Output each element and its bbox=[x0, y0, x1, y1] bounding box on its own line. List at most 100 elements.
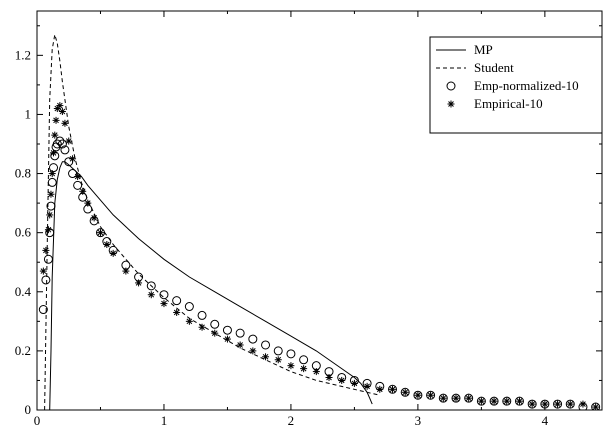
data-point-empirical-10 bbox=[61, 119, 69, 127]
data-point-empirical-10 bbox=[401, 388, 409, 396]
data-point-emp-normalized-10 bbox=[60, 145, 70, 155]
data-point-emp-normalized-10 bbox=[565, 399, 575, 409]
data-point-empirical-10 bbox=[185, 317, 193, 325]
y-tick-label: 0.8 bbox=[15, 166, 31, 181]
data-point-empirical-10 bbox=[249, 347, 257, 355]
data-point-empirical-10 bbox=[389, 385, 397, 393]
data-point-empirical-10 bbox=[109, 249, 117, 257]
data-point-emp-normalized-10 bbox=[438, 393, 448, 403]
legend-item-emp-normalized-10: Emp-normalized-10 bbox=[446, 78, 579, 93]
x-tick-label: 0 bbox=[34, 413, 41, 428]
data-point-empirical-10 bbox=[147, 291, 155, 299]
plot-area bbox=[36, 10, 603, 411]
data-point-empirical-10 bbox=[592, 403, 600, 410]
data-point-emp-normalized-10 bbox=[553, 399, 563, 409]
data-point-emp-normalized-10 bbox=[413, 390, 423, 400]
data-point-empirical-10 bbox=[427, 391, 435, 399]
data-point-empirical-10 bbox=[414, 391, 422, 399]
legend: MP Student Emp-normalized-10 Empirical-10 bbox=[429, 36, 603, 134]
data-point-empirical-10 bbox=[300, 365, 308, 373]
data-point-emp-normalized-10 bbox=[400, 387, 410, 397]
data-point-empirical-10 bbox=[69, 155, 77, 163]
data-point-emp-normalized-10 bbox=[248, 334, 258, 344]
data-point-emp-normalized-10 bbox=[73, 180, 83, 190]
data-point-empirical-10 bbox=[465, 394, 473, 402]
data-point-empirical-10 bbox=[363, 382, 371, 390]
data-point-empirical-10 bbox=[223, 335, 231, 343]
legend-label-emp-normalized-10: Emp-normalized-10 bbox=[474, 78, 579, 93]
legend-box bbox=[429, 36, 603, 134]
data-point-emp-normalized-10 bbox=[146, 281, 156, 291]
data-point-emp-normalized-10 bbox=[38, 305, 48, 315]
data-point-empirical-10 bbox=[477, 397, 485, 405]
data-point-emp-normalized-10 bbox=[591, 402, 601, 410]
data-point-emp-normalized-10 bbox=[49, 163, 59, 173]
data-point-empirical-10 bbox=[50, 149, 58, 157]
data-point-empirical-10 bbox=[52, 116, 60, 124]
data-point-empirical-10 bbox=[274, 356, 282, 364]
y-tick-label: 0.6 bbox=[15, 225, 32, 240]
data-point-empirical-10 bbox=[51, 131, 59, 139]
x-tick-label: 2 bbox=[288, 413, 295, 428]
data-point-empirical-10 bbox=[56, 102, 64, 110]
data-point-empirical-10 bbox=[236, 341, 244, 349]
data-point-empirical-10 bbox=[579, 400, 587, 408]
data-point-emp-normalized-10 bbox=[68, 169, 78, 179]
data-point-empirical-10 bbox=[74, 173, 82, 181]
x-tick-label: 1 bbox=[161, 413, 168, 428]
data-point-emp-normalized-10 bbox=[299, 355, 309, 365]
legend-label-student: Student bbox=[474, 60, 514, 75]
data-point-emp-normalized-10 bbox=[502, 396, 512, 406]
y-tick-label: 0.2 bbox=[15, 343, 31, 358]
data-point-empirical-10 bbox=[84, 199, 92, 207]
data-point-empirical-10 bbox=[39, 267, 47, 275]
axes-layer: 0 1 2 3 4 0 0.2 0.4 0.6 0.8 1 1.2 bbox=[15, 11, 602, 428]
data-point-empirical-10 bbox=[135, 279, 143, 287]
data-point-emp-normalized-10 bbox=[514, 396, 524, 406]
plot-frame bbox=[36, 10, 603, 411]
data-point-empirical-10 bbox=[79, 187, 87, 195]
data-point-empirical-10 bbox=[554, 400, 562, 408]
data-point-empirical-10 bbox=[350, 379, 358, 387]
data-point-empirical-10 bbox=[90, 214, 98, 222]
legend-label-empirical-10: Empirical-10 bbox=[474, 96, 543, 111]
data-point-emp-normalized-10 bbox=[388, 384, 398, 394]
data-point-empirical-10 bbox=[566, 400, 574, 408]
data-point-empirical-10 bbox=[452, 394, 460, 402]
y-tick-label: 1.2 bbox=[15, 47, 31, 62]
data-point-empirical-10 bbox=[58, 107, 66, 115]
x-tick-label: 4 bbox=[542, 413, 549, 428]
data-point-emp-normalized-10 bbox=[235, 328, 245, 338]
series-student bbox=[44, 34, 380, 410]
data-point-empirical-10 bbox=[122, 267, 130, 275]
data-point-empirical-10 bbox=[490, 397, 498, 405]
data-point-emp-normalized-10 bbox=[197, 310, 207, 320]
data-point-empirical-10 bbox=[515, 397, 523, 405]
data-point-empirical-10 bbox=[528, 400, 536, 408]
series-line-mp bbox=[49, 161, 373, 410]
data-point-emp-normalized-10 bbox=[426, 390, 436, 400]
data-point-empirical-10 bbox=[160, 300, 168, 308]
legend-swatch-emp-normalized-10 bbox=[446, 81, 456, 91]
data-point-emp-normalized-10 bbox=[527, 399, 537, 409]
x-tick-label: 3 bbox=[415, 413, 422, 428]
data-point-empirical-10 bbox=[48, 170, 56, 178]
data-point-emp-normalized-10 bbox=[464, 393, 474, 403]
data-point-empirical-10 bbox=[96, 229, 104, 237]
data-point-emp-normalized-10 bbox=[95, 228, 105, 238]
series-empirical-10 bbox=[39, 102, 600, 410]
data-point-emp-normalized-10 bbox=[451, 393, 461, 403]
data-point-empirical-10 bbox=[65, 137, 73, 145]
data-point-empirical-10 bbox=[47, 190, 55, 198]
series-emp-normalized-10 bbox=[38, 136, 601, 410]
data-point-empirical-10 bbox=[287, 362, 295, 370]
data-point-emp-normalized-10 bbox=[210, 319, 220, 329]
series-mp bbox=[49, 161, 373, 410]
data-point-empirical-10 bbox=[44, 226, 52, 234]
legend-item-student: Student bbox=[436, 60, 514, 75]
y-tick-label: 0.4 bbox=[15, 284, 32, 299]
y-tick-label: 1 bbox=[25, 106, 32, 121]
data-point-empirical-10 bbox=[262, 353, 270, 361]
data-point-empirical-10 bbox=[439, 394, 447, 402]
